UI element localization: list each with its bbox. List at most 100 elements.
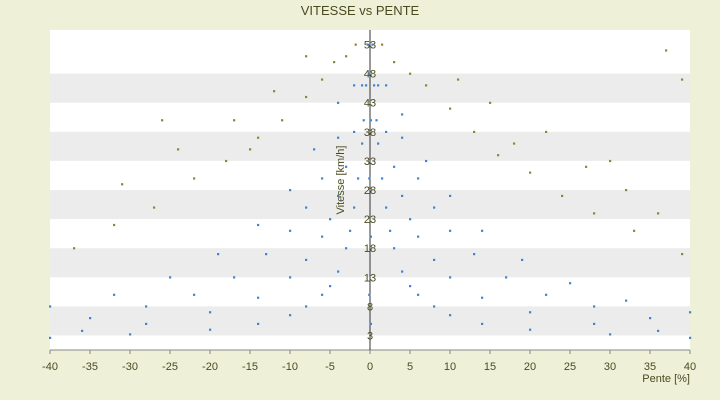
- data-point: [329, 285, 332, 288]
- data-point: [497, 154, 500, 157]
- data-point: [609, 159, 612, 163]
- data-point: [329, 218, 332, 221]
- data-point: [366, 43, 369, 46]
- data-point: [273, 90, 276, 93]
- x-tick-label: -35: [82, 361, 98, 373]
- y-tick-label: 38: [364, 127, 376, 139]
- x-tick-label: -40: [42, 361, 58, 373]
- data-point: [381, 43, 384, 46]
- data-point: [425, 84, 428, 87]
- data-point: [209, 328, 212, 331]
- data-point: [321, 78, 324, 81]
- data-point: [289, 229, 292, 232]
- x-tick-label: 15: [484, 361, 496, 373]
- data-point: [305, 305, 308, 308]
- data-point: [305, 206, 308, 209]
- data-point: [353, 130, 356, 134]
- data-point: [505, 276, 508, 279]
- data-point: [257, 322, 260, 326]
- data-point: [177, 148, 180, 151]
- data-point: [193, 293, 196, 296]
- x-tick-label: -20: [202, 361, 218, 373]
- y-tick-label: 28: [364, 185, 376, 197]
- data-point: [249, 148, 252, 151]
- x-tick-label: -10: [282, 361, 298, 373]
- data-point: [393, 165, 396, 168]
- data-point: [313, 148, 316, 151]
- data-point: [371, 43, 374, 46]
- y-tick-label: 33: [364, 156, 376, 168]
- data-point: [381, 177, 384, 180]
- data-point: [657, 212, 660, 215]
- data-point: [393, 247, 396, 250]
- data-point: [337, 101, 340, 104]
- data-point: [417, 235, 420, 238]
- data-point: [129, 333, 132, 336]
- data-point: [385, 84, 388, 87]
- data-point: [377, 84, 380, 87]
- data-point: [473, 130, 476, 134]
- data-point: [361, 142, 364, 145]
- data-point: [449, 276, 452, 279]
- data-point: [345, 165, 348, 168]
- data-point: [593, 212, 596, 215]
- x-tick-label: 0: [367, 361, 373, 373]
- data-point: [681, 253, 684, 256]
- data-point: [209, 311, 212, 314]
- x-tick-label: 35: [644, 361, 656, 373]
- data-point: [193, 177, 196, 180]
- data-point: [385, 130, 388, 134]
- data-point: [401, 113, 404, 116]
- data-point: [481, 322, 484, 326]
- data-point: [368, 177, 371, 180]
- data-point: [409, 72, 412, 75]
- data-point: [425, 159, 428, 163]
- data-point: [521, 258, 524, 262]
- data-point: [289, 314, 292, 317]
- data-point: [377, 142, 380, 145]
- data-point: [289, 189, 292, 192]
- data-point: [121, 183, 124, 186]
- data-point: [449, 107, 452, 110]
- data-point: [401, 270, 404, 273]
- y-tick-label: 18: [364, 243, 376, 255]
- data-point: [369, 235, 372, 238]
- y-tick-label: 23: [364, 214, 376, 226]
- data-point: [368, 72, 371, 75]
- data-point: [657, 329, 660, 332]
- data-point: [357, 177, 360, 180]
- data-point: [449, 314, 452, 317]
- data-point: [481, 229, 484, 232]
- data-point: [681, 78, 684, 81]
- x-tick-label: -15: [242, 361, 258, 373]
- data-point: [113, 293, 116, 296]
- data-point: [369, 119, 372, 122]
- data-point: [417, 177, 420, 180]
- data-point: [689, 311, 692, 314]
- data-point: [449, 194, 452, 198]
- data-point: [417, 293, 420, 296]
- data-point: [593, 322, 596, 326]
- data-point: [289, 276, 292, 279]
- data-point: [257, 136, 260, 139]
- data-point: [433, 258, 436, 262]
- data-point: [305, 95, 308, 99]
- data-point: [89, 317, 92, 320]
- data-point: [265, 253, 268, 256]
- y-tick-label: 13: [364, 272, 376, 284]
- x-tick-label: 20: [524, 361, 536, 373]
- data-point: [257, 223, 260, 227]
- data-point: [321, 177, 324, 180]
- data-point: [217, 253, 220, 256]
- x-axis-label: Pente [%]: [642, 373, 690, 385]
- data-point: [393, 61, 396, 64]
- data-point: [337, 270, 340, 273]
- data-point: [409, 218, 412, 221]
- data-point: [145, 305, 148, 308]
- data-point: [49, 336, 52, 339]
- x-tick-label: 5: [407, 361, 413, 373]
- data-point: [433, 206, 436, 209]
- chart-title: VITESSE vs PENTE: [300, 3, 420, 18]
- data-point: [625, 189, 628, 192]
